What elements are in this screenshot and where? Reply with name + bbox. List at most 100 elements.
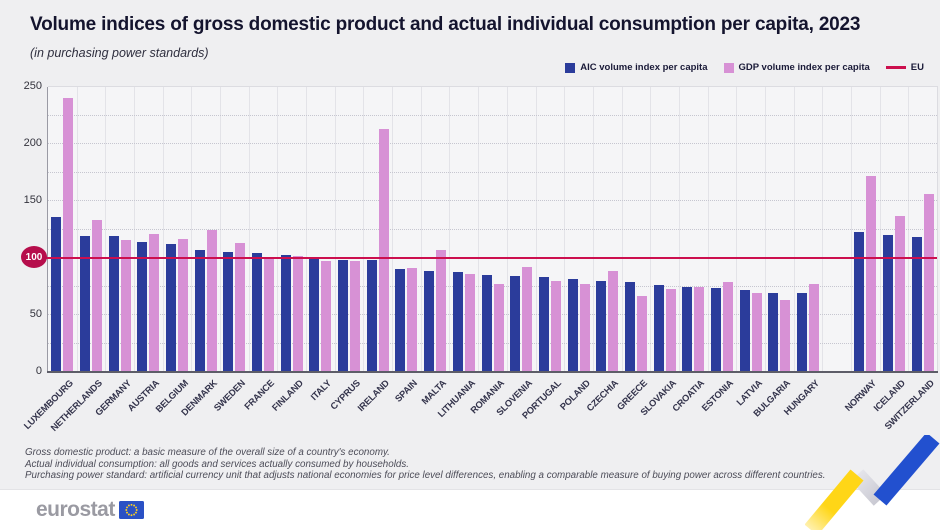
x-label-italy: ITALY bbox=[309, 378, 334, 403]
aic-bar-spain bbox=[395, 269, 406, 372]
gdp-bar-poland bbox=[579, 284, 590, 372]
y-tick-200: 200 bbox=[23, 137, 42, 149]
gdp-bar-croatia bbox=[694, 286, 705, 372]
gdp-bar-cyprus bbox=[350, 261, 361, 372]
gdp-bar-france bbox=[264, 259, 275, 372]
grid-hline-200 bbox=[48, 143, 937, 144]
grid-vline bbox=[306, 87, 308, 372]
aic-bar-italy bbox=[309, 259, 320, 372]
grid-hline-125 bbox=[48, 228, 937, 230]
aic-bar-latvia bbox=[739, 289, 750, 372]
grid-vline bbox=[707, 87, 709, 372]
gdp-bar-iceland bbox=[894, 215, 905, 372]
grid-hline-225 bbox=[48, 114, 937, 116]
grid-hline-150 bbox=[48, 200, 937, 201]
legend-label-gdp: GDP volume index per capita bbox=[738, 62, 870, 73]
aic-bar-estonia bbox=[710, 287, 721, 372]
gdp-bar-denmark bbox=[206, 229, 217, 372]
aic-bar-iceland bbox=[882, 235, 893, 372]
aic-bar-hungary bbox=[796, 293, 807, 372]
aic-bar-cyprus bbox=[338, 260, 349, 372]
x-label-netherlands: NETHERLANDS bbox=[48, 378, 105, 434]
grid-vline bbox=[506, 87, 508, 372]
grid-vline bbox=[764, 87, 766, 372]
aic-bar-romania bbox=[481, 275, 492, 372]
grid-vline bbox=[908, 87, 910, 372]
gdp-bar-germany bbox=[120, 239, 131, 372]
eu-flag-icon bbox=[118, 501, 144, 519]
aic-bar-france bbox=[252, 253, 263, 372]
grid-hline-25 bbox=[48, 342, 937, 344]
footer-bar: eurostat bbox=[0, 489, 940, 530]
grid-vline bbox=[220, 87, 222, 372]
aic-bar-slovenia bbox=[510, 276, 521, 372]
gdp-bar-czechia bbox=[608, 270, 619, 372]
gdp-bar-belgium bbox=[178, 238, 189, 372]
footnotes: Gross domestic product: a basic measure … bbox=[25, 447, 826, 482]
gdp-bar-austria bbox=[149, 234, 160, 372]
aic-bar-norway bbox=[854, 231, 865, 372]
footnote-aic: Actual individual consumption: all goods… bbox=[25, 458, 409, 470]
chart-title: Volume indices of gross domestic product… bbox=[30, 14, 861, 35]
aic-bar-lithuania bbox=[452, 271, 463, 372]
grid-vline bbox=[420, 87, 422, 372]
y-tick-50: 50 bbox=[29, 308, 42, 320]
grid-hline-75 bbox=[48, 285, 937, 287]
grid-vline bbox=[564, 87, 566, 372]
aic-bar-ireland bbox=[366, 260, 377, 372]
gdp-bar-italy bbox=[321, 261, 332, 372]
eu-100-badge: 100 bbox=[21, 246, 47, 268]
grid-hline-50 bbox=[48, 314, 937, 315]
grid-vline bbox=[592, 87, 594, 372]
aic-bar-czechia bbox=[596, 280, 607, 372]
grid-vline bbox=[621, 87, 623, 372]
x-axis-line bbox=[47, 371, 938, 373]
aic-bar-poland bbox=[567, 278, 578, 372]
gdp-bar-finland bbox=[292, 255, 303, 372]
gdp-bar-luxembourg bbox=[63, 98, 74, 372]
aic-bar-netherlands bbox=[80, 236, 91, 372]
footnote-pps: Purchasing power standard: artificial cu… bbox=[25, 470, 826, 481]
grid-vline bbox=[392, 87, 394, 372]
gdp-bar-bulgaria bbox=[780, 300, 791, 372]
aic-bar-croatia bbox=[682, 286, 693, 372]
x-label-luxembourg: LUXEMBOURG bbox=[22, 378, 76, 432]
eurostat-logo: eurostat bbox=[36, 498, 144, 522]
eurostat-logo-text: eurostat bbox=[36, 498, 115, 521]
grid-hline-175 bbox=[48, 171, 937, 173]
gdp-bar-romania bbox=[493, 284, 504, 372]
grid-vline bbox=[363, 87, 365, 372]
grid-vline bbox=[449, 87, 451, 372]
trend-ribbon-decoration bbox=[805, 435, 940, 530]
grid-vline bbox=[334, 87, 336, 372]
aic-bar-bulgaria bbox=[768, 293, 779, 372]
aic-bar-greece bbox=[624, 281, 635, 372]
y-tick-0: 0 bbox=[35, 365, 42, 377]
gdp-bar-latvia bbox=[751, 293, 762, 372]
bar-chart: LUXEMBOURG NETHERLANDS GERMANY AUSTRIA BELGI… bbox=[21, 80, 938, 433]
grid-vline bbox=[248, 87, 250, 372]
gdp-bar-estonia bbox=[722, 281, 733, 372]
gdp-bar-norway bbox=[866, 175, 877, 372]
aic-bar-belgium bbox=[166, 244, 177, 372]
y-axis-line bbox=[47, 87, 48, 372]
grid-vline bbox=[879, 87, 881, 372]
aic-bar-portugal bbox=[538, 277, 549, 372]
legend-label-aic: AIC volume index per capita bbox=[580, 62, 708, 73]
gdp-bar-netherlands bbox=[92, 220, 103, 372]
gdp-bar-slovenia bbox=[522, 267, 533, 372]
gdp-bar-malta bbox=[436, 250, 447, 372]
aic-bar-austria bbox=[137, 242, 148, 372]
grid-vline bbox=[822, 87, 824, 372]
aic-swatch-icon bbox=[565, 62, 576, 73]
aic-bar-finland bbox=[280, 254, 291, 372]
gdp-bar-greece bbox=[636, 295, 647, 372]
grid-vline bbox=[478, 87, 480, 372]
gdp-bar-ireland bbox=[378, 129, 389, 372]
grid-vline bbox=[76, 87, 78, 372]
gdp-bar-lithuania bbox=[464, 273, 475, 372]
legend-item-eu: EU bbox=[885, 62, 924, 73]
legend-item-gdp: GDP volume index per capita bbox=[723, 62, 870, 73]
gdp-bar-slovakia bbox=[665, 288, 676, 372]
